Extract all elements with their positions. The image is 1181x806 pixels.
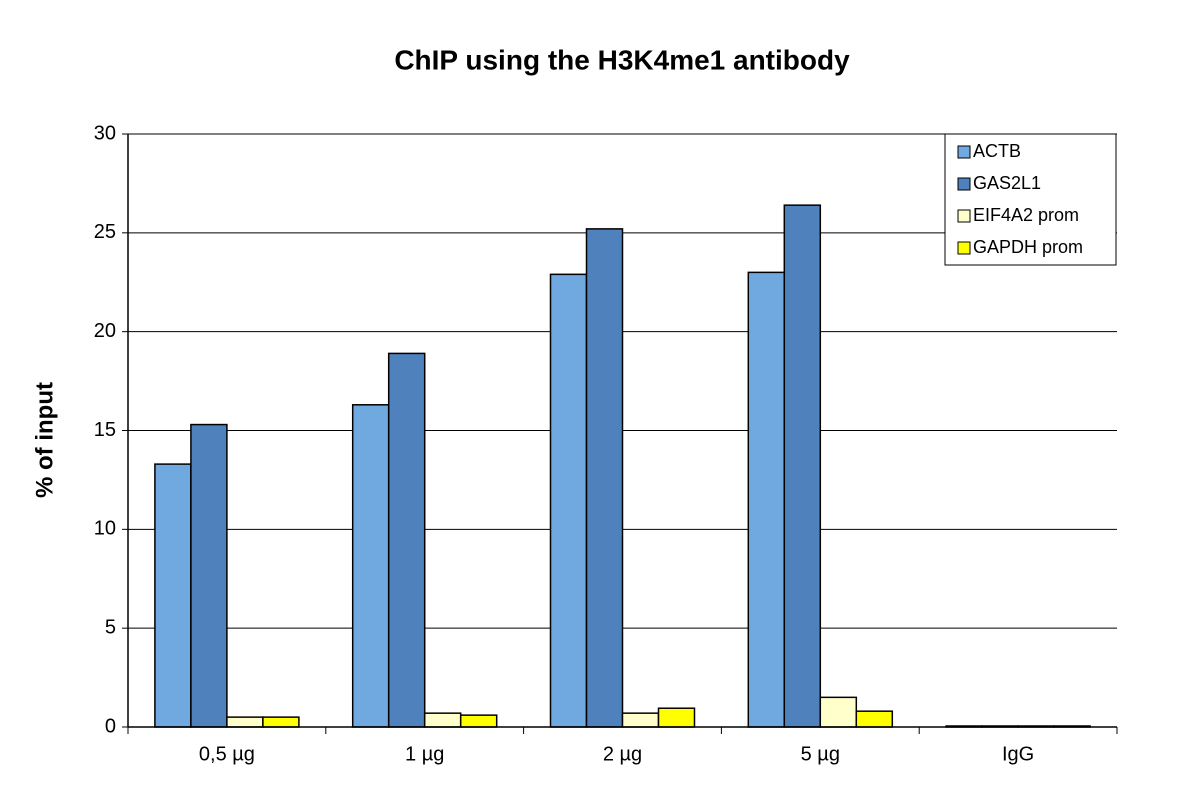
bar	[351, 404, 390, 728]
bar	[585, 228, 624, 728]
legend-swatch	[957, 145, 971, 159]
legend-swatch	[957, 177, 971, 191]
x-tick-label: 0,5 µg	[199, 743, 255, 765]
y-tick-label: 10	[94, 518, 116, 540]
y-axis-title: % of input	[31, 382, 58, 498]
bar	[621, 712, 660, 728]
x-tick-label: 2 µg	[603, 743, 642, 765]
bar	[423, 712, 462, 728]
y-tick-label: 15	[94, 419, 116, 441]
y-tick-label: 25	[94, 221, 116, 243]
y-tick-label: 30	[94, 122, 116, 144]
legend-swatch	[957, 209, 971, 223]
bar	[387, 352, 426, 728]
y-tick-label: 5	[105, 616, 116, 638]
bar	[783, 204, 822, 728]
bar	[855, 710, 894, 728]
bar	[549, 273, 588, 728]
bar	[190, 423, 228, 728]
bar	[154, 463, 192, 728]
legend-label: EIF4A2 prom	[973, 205, 1079, 225]
bar	[226, 716, 264, 728]
chart-title: ChIP using the H3K4me1 antibody	[394, 44, 850, 75]
legend-swatch	[957, 241, 971, 255]
x-tick-label: IgG	[1002, 743, 1034, 765]
legend-label: GAPDH prom	[973, 237, 1083, 257]
legend-label: ACTB	[973, 141, 1021, 161]
bar	[459, 714, 498, 728]
bar	[819, 696, 858, 728]
y-tick-label: 0	[105, 715, 116, 737]
y-tick-label: 20	[94, 320, 116, 342]
bar	[262, 716, 300, 728]
bar	[747, 271, 786, 728]
legend-box	[944, 133, 1117, 266]
bar	[657, 707, 696, 728]
x-tick-label: 1 µg	[405, 743, 444, 765]
legend-label: GAS2L1	[973, 173, 1041, 193]
x-tick-label: 5 µg	[801, 743, 840, 765]
